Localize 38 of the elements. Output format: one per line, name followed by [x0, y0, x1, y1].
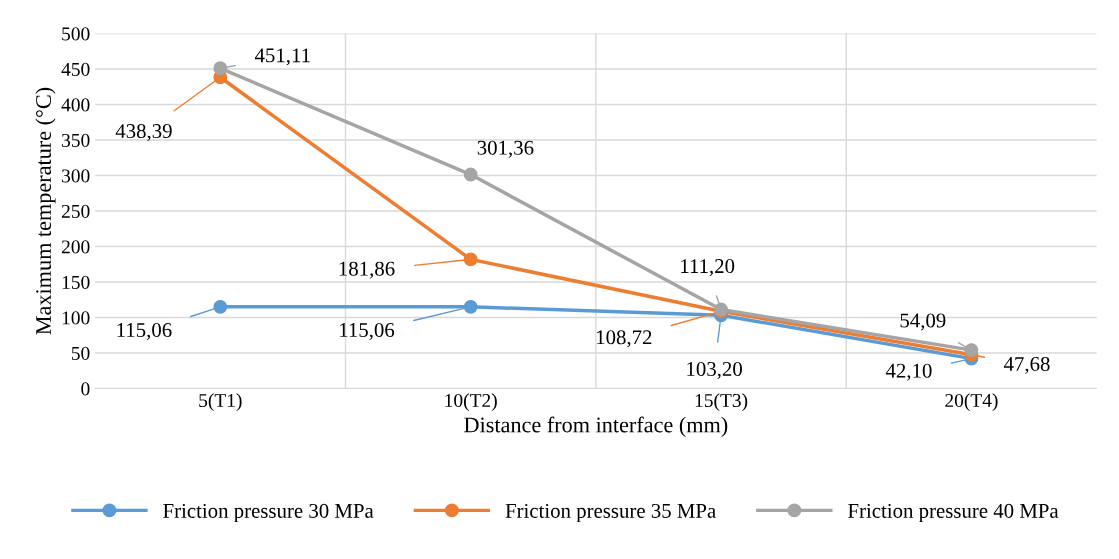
- data-label: 111,20: [681, 259, 735, 277]
- data-label: 451,11: [254, 48, 310, 66]
- y-tick-label: 400: [61, 98, 90, 112]
- point: [213, 299, 228, 314]
- legend-label: Friction pressure 30 MPa: [163, 503, 374, 523]
- data-label: 54,09: [900, 313, 946, 331]
- y-tick-label: 250: [61, 204, 90, 218]
- data-label: 115,06: [340, 322, 395, 341]
- y-tick-label: 350: [62, 133, 90, 147]
- point: [463, 252, 478, 267]
- point: [213, 61, 228, 76]
- data-label: 42,10: [885, 363, 932, 381]
- x-tick-label: 10(T2): [445, 393, 497, 411]
- y-tick-label: 450: [61, 62, 90, 76]
- legend-label: Friction pressure 40 MPa: [848, 503, 1059, 523]
- x-tick-label: 15(T3): [695, 393, 748, 411]
- point: [463, 299, 478, 314]
- data-label: 103,20: [687, 361, 742, 380]
- data-label: 301,36: [477, 140, 534, 158]
- y-axis-title: Maximum temperature (°C): [35, 87, 56, 335]
- y-tick-label: 200: [61, 240, 90, 254]
- data-label: 181,86: [339, 261, 395, 279]
- data-label: 108,72: [597, 330, 652, 348]
- data-label: 47,68: [1003, 356, 1050, 374]
- y-tick-label: 500: [62, 27, 90, 41]
- data-label: 115,06: [117, 322, 172, 341]
- y-tick-label: 300: [62, 169, 90, 183]
- data-label: 438,39: [115, 123, 172, 142]
- point: [964, 343, 979, 358]
- y-tick-label: 0: [81, 382, 90, 396]
- x-tick-label: 5(T1): [199, 393, 242, 411]
- y-tick-label: 50: [71, 346, 90, 360]
- point: [463, 167, 478, 182]
- legend-label: Friction pressure 35 MPa: [505, 503, 716, 523]
- y-tick-label: 150: [62, 275, 90, 289]
- x-axis-title: Distance from interface (mm): [464, 416, 728, 437]
- x-tick-label: 20(T4): [945, 393, 998, 411]
- y-tick-label: 100: [62, 311, 90, 325]
